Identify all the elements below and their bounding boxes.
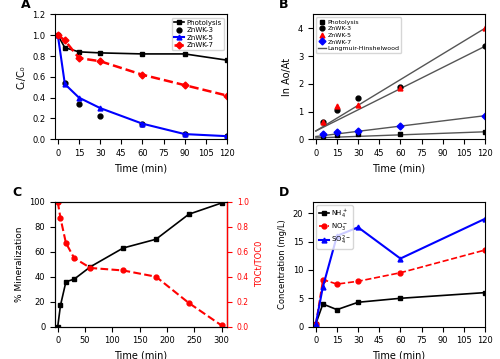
X-axis label: Time (min): Time (min) [114, 164, 168, 173]
ZnWK-5 [140, 121, 145, 126]
NO$_3^-$ [482, 248, 488, 252]
Line: ZnWK-7: ZnWK-7 [56, 33, 230, 98]
ZnWK-3 [398, 84, 404, 89]
SO$_4^{2-}$ [355, 225, 361, 229]
Photolysis [62, 46, 68, 50]
Photolysis [97, 51, 103, 55]
X-axis label: Time (min): Time (min) [372, 351, 426, 359]
NO$_3^-$ [355, 279, 361, 283]
Line: NO$_3^-$: NO$_3^-$ [314, 248, 488, 326]
ZnWK-5 [55, 33, 61, 37]
NH$_4^+$ [398, 296, 404, 300]
NO$_3^-$ [320, 278, 326, 282]
Photolysis [355, 132, 361, 136]
ZnWK-5 [97, 106, 103, 110]
ZnWK-3 [97, 114, 103, 118]
Line: Photolysis: Photolysis [320, 129, 488, 138]
Photolysis [482, 130, 488, 134]
Photolysis [398, 132, 404, 136]
ZnWK-7 [482, 113, 488, 118]
ZnWK-3 [62, 81, 68, 85]
ZnWK-3 [182, 132, 188, 136]
X-axis label: Time (min): Time (min) [114, 351, 168, 359]
ZnWK-5 [334, 104, 340, 108]
Text: C: C [12, 186, 21, 199]
ZnWK-5 [224, 134, 230, 138]
ZnWK-3 [334, 108, 340, 112]
Photolysis [76, 50, 82, 54]
NO$_3^-$ [398, 271, 404, 275]
Photolysis [334, 132, 340, 137]
Photolysis [224, 58, 230, 62]
Y-axis label: % Mineralization: % Mineralization [15, 227, 24, 302]
ZnWK-7 [140, 73, 145, 77]
Text: D: D [278, 186, 289, 199]
SO$_4^{2-}$ [482, 216, 488, 221]
ZnWK-3 [140, 121, 145, 126]
SO$_4^{2-}$ [320, 285, 326, 289]
Text: B: B [278, 0, 288, 11]
ZnWK-5 [320, 120, 326, 124]
ZnWK-7 [355, 129, 361, 134]
NH$_4^+$ [313, 322, 319, 326]
Legend: NH$_4^+$, NO$_3^-$, SO$_4^{2-}$: NH$_4^+$, NO$_3^-$, SO$_4^{2-}$ [316, 205, 353, 249]
ZnWK-7 [182, 83, 188, 87]
ZnWK-3 [224, 134, 230, 138]
Photolysis [140, 52, 145, 56]
NO$_3^-$ [334, 282, 340, 286]
Y-axis label: Cₜ/C₀: Cₜ/C₀ [16, 65, 26, 89]
ZnWK-3 [482, 44, 488, 48]
NH$_4^+$ [482, 290, 488, 295]
ZnWK-7 [62, 38, 68, 42]
Line: Photolysis: Photolysis [56, 33, 230, 62]
ZnWK-7 [224, 93, 230, 98]
Text: A: A [20, 0, 30, 11]
ZnWK-7 [97, 59, 103, 63]
Line: ZnWK-3: ZnWK-3 [62, 81, 230, 139]
ZnWK-7 [76, 56, 82, 60]
ZnWK-3 [76, 102, 82, 106]
Photolysis [182, 52, 188, 56]
NH$_4^+$ [334, 308, 340, 312]
Legend: Photolysis, ZnWK-3, ZnWK-5, ZnWK-7, Langmuir-Hinshelwood: Photolysis, ZnWK-3, ZnWK-5, ZnWK-7, Lang… [316, 18, 401, 53]
Y-axis label: ln Ao/At: ln Ao/At [282, 58, 292, 96]
ZnWK-5 [62, 82, 68, 86]
NO$_3^-$ [313, 322, 319, 326]
Y-axis label: TOCt/TOC0: TOCt/TOC0 [254, 241, 264, 288]
ZnWK-5 [76, 95, 82, 100]
SO$_4^{2-}$ [398, 256, 404, 261]
SO$_4^{2-}$ [313, 322, 319, 326]
ZnWK-7 [398, 124, 404, 129]
Line: ZnWK-3: ZnWK-3 [320, 44, 488, 125]
Y-axis label: Concentration (mg/L): Concentration (mg/L) [278, 219, 287, 309]
Line: SO$_4^{2-}$: SO$_4^{2-}$ [314, 216, 488, 326]
Line: ZnWK-5: ZnWK-5 [56, 33, 230, 139]
ZnWK-5 [398, 86, 404, 90]
ZnWK-5 [182, 132, 188, 136]
SO$_4^{2-}$ [334, 234, 340, 238]
ZnWK-5 [355, 103, 361, 108]
ZnWK-3 [320, 120, 326, 124]
ZnWK-7 [334, 130, 340, 134]
ZnWK-7 [320, 132, 326, 136]
Legend: Photolysis, ZnWK-3, ZnWK-5, ZnWK-7: Photolysis, ZnWK-3, ZnWK-5, ZnWK-7 [172, 18, 224, 50]
NH$_4^+$ [320, 302, 326, 306]
ZnWK-7 [55, 33, 61, 37]
ZnWK-3 [355, 95, 361, 100]
Line: ZnWK-5: ZnWK-5 [320, 26, 488, 125]
X-axis label: Time (min): Time (min) [372, 164, 426, 173]
Line: ZnWK-7: ZnWK-7 [320, 113, 488, 136]
Photolysis [55, 33, 61, 37]
Line: NH$_4^+$: NH$_4^+$ [314, 290, 488, 326]
NH$_4^+$ [355, 300, 361, 304]
ZnWK-5 [482, 26, 488, 31]
Photolysis [320, 134, 326, 138]
